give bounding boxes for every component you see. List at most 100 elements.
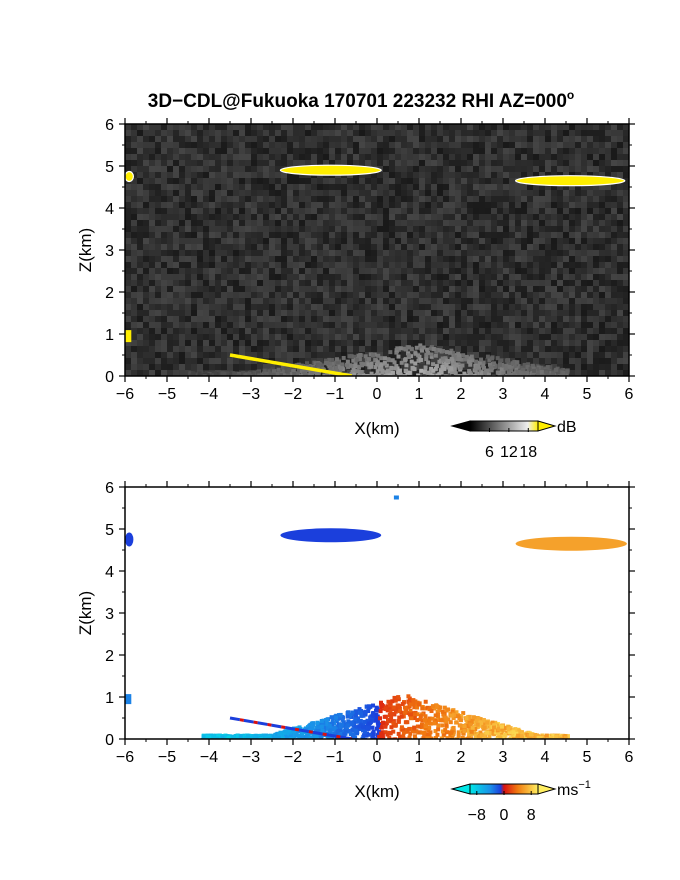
noise-cell xyxy=(401,322,407,328)
noise-cell xyxy=(137,136,143,142)
noise-cell xyxy=(251,256,257,262)
noise-cell xyxy=(509,202,515,208)
noise-cell xyxy=(215,256,221,262)
noise-cell xyxy=(461,316,467,322)
noise-cell xyxy=(587,292,593,298)
noise-cell xyxy=(269,262,275,268)
noise-cell xyxy=(587,370,593,376)
noise-cell xyxy=(407,268,413,274)
noise-cell xyxy=(257,196,263,202)
aerosol-cell xyxy=(275,371,280,376)
noise-cell xyxy=(167,298,173,304)
noise-cell xyxy=(437,280,443,286)
noise-cell xyxy=(209,136,215,142)
aerosol-cell xyxy=(489,368,494,373)
noise-cell xyxy=(401,136,407,142)
noise-cell xyxy=(395,340,401,346)
aerosol-cell xyxy=(296,372,301,376)
noise-cell xyxy=(215,184,221,190)
aerosol-cell xyxy=(388,350,393,355)
noise-cell xyxy=(449,124,455,130)
noise-cell xyxy=(395,160,401,166)
noise-cell xyxy=(593,172,599,178)
noise-cell xyxy=(347,280,353,286)
noise-cell xyxy=(413,310,419,316)
noise-cell xyxy=(455,160,461,166)
noise-cell xyxy=(371,250,377,256)
noise-cell xyxy=(197,220,203,226)
noise-cell xyxy=(245,298,251,304)
noise-cell xyxy=(557,340,563,346)
noise-cell xyxy=(395,256,401,262)
noise-cell xyxy=(545,184,551,190)
noise-cell xyxy=(341,196,347,202)
noise-cell xyxy=(305,292,311,298)
noise-cell xyxy=(269,190,275,196)
velocity-cell xyxy=(401,714,406,719)
echo-layer xyxy=(515,175,626,187)
noise-cell xyxy=(389,328,395,334)
noise-cell xyxy=(605,142,611,148)
noise-cell xyxy=(185,370,191,376)
noise-cell xyxy=(173,214,179,220)
noise-cell xyxy=(305,310,311,316)
noise-cell xyxy=(617,358,623,364)
noise-cell xyxy=(221,316,227,322)
noise-cell xyxy=(203,124,209,130)
noise-cell xyxy=(425,364,431,370)
noise-cell xyxy=(125,220,131,226)
noise-cell xyxy=(491,136,497,142)
aerosol-cell xyxy=(499,358,504,363)
noise-cell xyxy=(443,298,449,304)
noise-cell xyxy=(569,220,575,226)
aerosol-cell xyxy=(369,364,374,369)
noise-cell xyxy=(515,238,521,244)
noise-cell xyxy=(431,358,437,364)
noise-cell xyxy=(569,358,575,364)
noise-cell xyxy=(593,232,599,238)
aerosol-cell xyxy=(370,352,375,357)
noise-cell xyxy=(413,262,419,268)
noise-cell xyxy=(425,136,431,142)
noise-cell xyxy=(401,142,407,148)
noise-cell xyxy=(401,310,407,316)
noise-cell xyxy=(317,214,323,220)
noise-cell xyxy=(533,250,539,256)
noise-cell xyxy=(167,184,173,190)
noise-cell xyxy=(401,184,407,190)
noise-cell xyxy=(155,136,161,142)
noise-cell xyxy=(509,190,515,196)
noise-cell xyxy=(443,136,449,142)
aerosol-cell xyxy=(487,357,492,362)
noise-cell xyxy=(371,148,377,154)
noise-cell xyxy=(197,244,203,250)
noise-cell xyxy=(389,304,395,310)
noise-cell xyxy=(329,154,335,160)
aerosol-cell xyxy=(424,352,429,357)
noise-cell xyxy=(503,340,509,346)
noise-cell xyxy=(593,262,599,268)
noise-cell xyxy=(365,190,371,196)
aerosol-cell xyxy=(407,345,412,350)
noise-cell xyxy=(149,160,155,166)
noise-cell xyxy=(617,334,623,340)
noise-cell xyxy=(191,364,197,370)
aerosol-cell xyxy=(474,359,479,364)
noise-cell xyxy=(605,334,611,340)
noise-cell xyxy=(575,142,581,148)
noise-cell xyxy=(575,328,581,334)
noise-cell xyxy=(161,364,167,370)
noise-cell xyxy=(239,220,245,226)
noise-cell xyxy=(173,160,179,166)
noise-cell xyxy=(179,346,185,352)
noise-cell xyxy=(407,238,413,244)
noise-cell xyxy=(443,268,449,274)
noise-cell xyxy=(239,226,245,232)
noise-cell xyxy=(227,184,233,190)
velocity-cell xyxy=(340,715,345,720)
noise-cell xyxy=(197,238,203,244)
noise-cell xyxy=(245,130,251,136)
noise-cell xyxy=(311,136,317,142)
noise-cell xyxy=(347,286,353,292)
noise-cell xyxy=(311,124,317,130)
